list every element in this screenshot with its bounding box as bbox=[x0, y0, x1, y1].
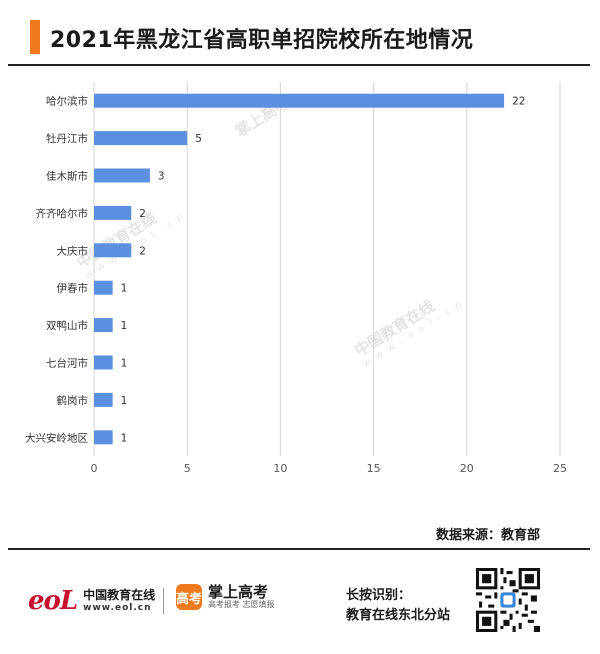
bar bbox=[94, 318, 113, 333]
qr-code-icon[interactable] bbox=[476, 568, 540, 632]
data-label: 1 bbox=[121, 320, 128, 332]
x-tick-label: 0 bbox=[91, 462, 98, 475]
app-slogan: 高考报考 志愿填报 bbox=[208, 599, 275, 609]
category-label: 伊春市 bbox=[57, 282, 89, 295]
eol-mark-icon: eoL bbox=[28, 586, 78, 616]
category-label: 牡丹江市 bbox=[46, 132, 88, 145]
category-label: 齐齐哈尔市 bbox=[36, 207, 89, 220]
bottom-divider bbox=[8, 548, 590, 550]
app-name: 掌上高考 bbox=[208, 583, 269, 602]
scan-prompt: 长按识别： 教育在线东北分站 bbox=[346, 586, 450, 626]
bar bbox=[94, 205, 132, 220]
data-label: 5 bbox=[195, 133, 202, 145]
scan-line-1: 长按识别： bbox=[346, 588, 412, 603]
eol-logo: eoL 中国教育在线 www.eol.cn bbox=[28, 586, 155, 616]
app-logo: 高考 掌上高考 高考报考 志愿填报 bbox=[176, 584, 275, 610]
org-name: 中国教育在线 bbox=[83, 587, 156, 602]
data-label: 22 bbox=[512, 96, 525, 108]
scan-line-2: 教育在线东北分站 bbox=[346, 608, 451, 624]
data-label: 1 bbox=[121, 432, 128, 444]
bar bbox=[94, 93, 505, 108]
top-divider bbox=[8, 64, 590, 66]
bar bbox=[94, 355, 113, 370]
data-label: 1 bbox=[121, 395, 128, 407]
data-label: 2 bbox=[139, 208, 146, 220]
x-tick-label: 20 bbox=[460, 462, 474, 475]
category-label: 双鸭山市 bbox=[46, 319, 88, 332]
x-tick-label: 25 bbox=[553, 462, 567, 475]
bar bbox=[94, 168, 150, 183]
category-label: 大兴安岭地区 bbox=[25, 431, 88, 444]
title-accent-bar bbox=[30, 20, 40, 54]
category-label: 大庆市 bbox=[57, 244, 89, 257]
page-title: 2021年黑龙江省高职单招院校所在地情况 bbox=[50, 28, 474, 53]
bar bbox=[94, 392, 113, 407]
data-label: 2 bbox=[139, 245, 146, 257]
category-label: 七台河市 bbox=[46, 357, 88, 370]
x-tick-label: 5 bbox=[184, 462, 191, 475]
bar bbox=[94, 131, 188, 146]
category-label: 哈尔滨市 bbox=[46, 95, 88, 108]
bar bbox=[94, 243, 132, 258]
data-label: 1 bbox=[121, 283, 128, 295]
footer-divider bbox=[163, 588, 164, 614]
category-label: 佳木斯市 bbox=[46, 170, 88, 183]
data-label: 1 bbox=[121, 358, 128, 370]
bar bbox=[94, 430, 113, 445]
bar bbox=[94, 280, 113, 295]
bar-chart: 0 5 10 15 20 25 哈尔滨市 22 牡丹江市 5 佳木斯市 3 齐齐哈尔市 2 大庆市 2 伊春市 1… bbox=[25, 82, 567, 475]
app-badge-icon: 高考 bbox=[176, 584, 202, 610]
data-source: 数据来源：教育部 bbox=[436, 528, 541, 543]
data-label: 3 bbox=[158, 171, 165, 183]
x-tick-label: 10 bbox=[273, 462, 287, 475]
x-tick-label: 15 bbox=[367, 462, 381, 475]
category-label: 鹤岗市 bbox=[57, 394, 89, 407]
org-url: www.eol.cn bbox=[83, 602, 152, 613]
